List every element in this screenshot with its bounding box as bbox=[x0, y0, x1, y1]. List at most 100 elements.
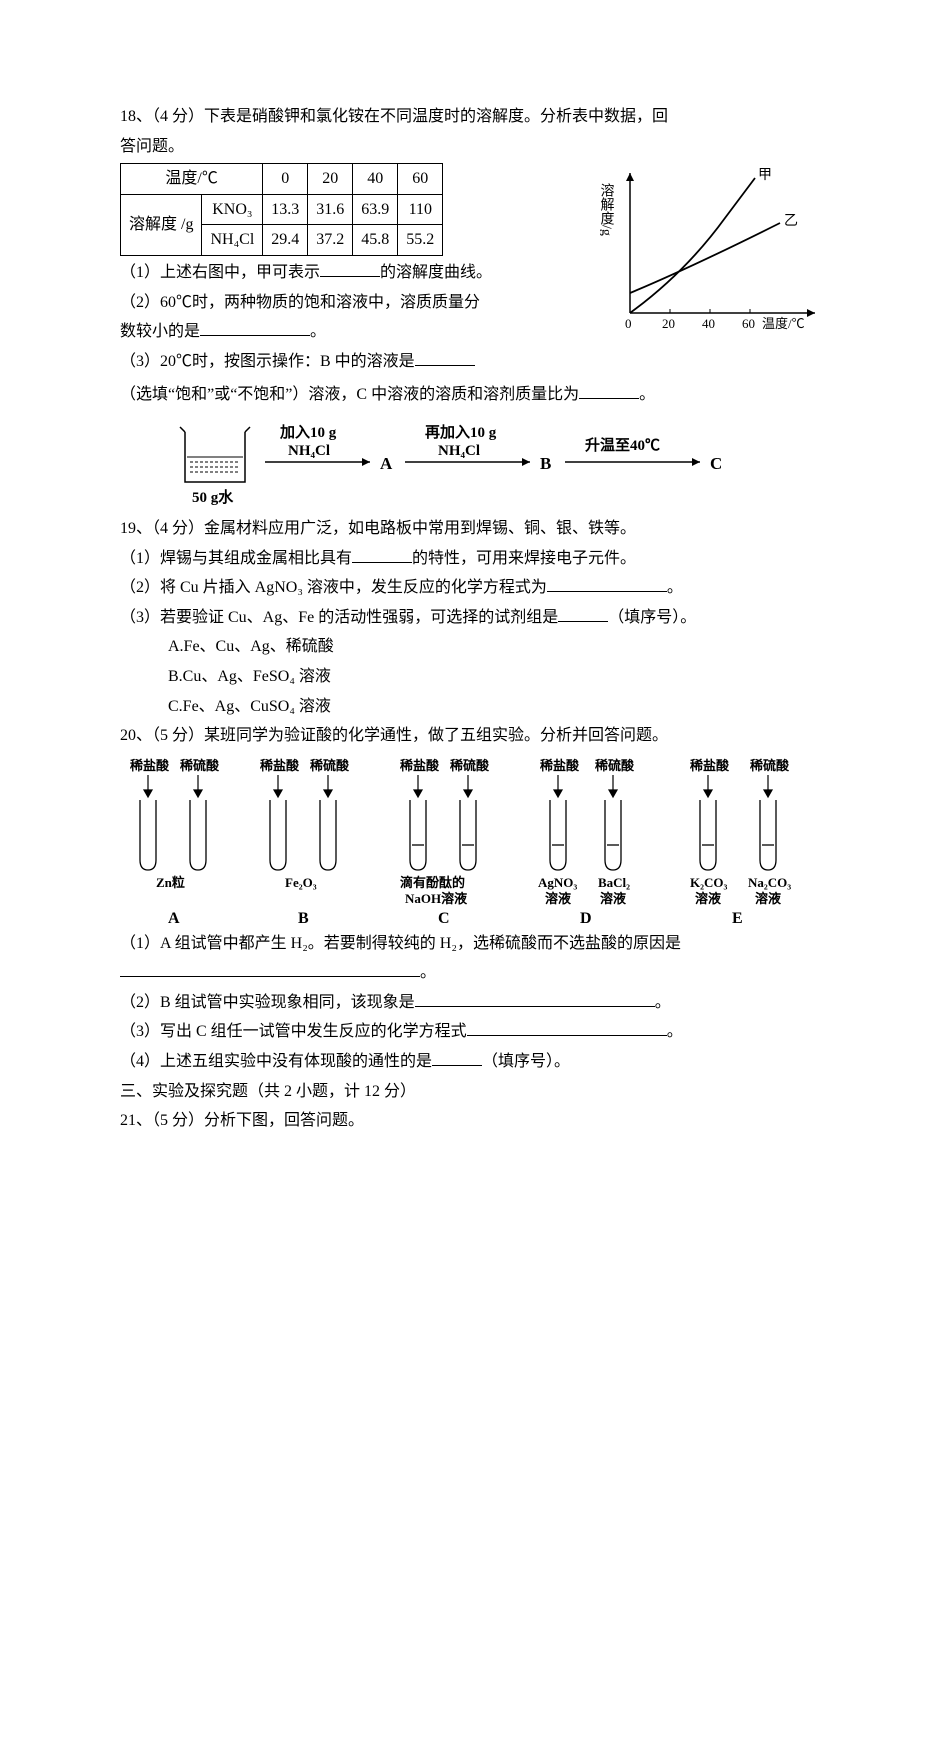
q19-p1: （1）焊锡与其组成金属相比具有 的特性，可用来焊接电子元件。 bbox=[120, 546, 830, 572]
temp-0: 0 bbox=[263, 164, 308, 195]
q21-intro: 21、（5 分）分析下图，回答问题。 bbox=[120, 1108, 830, 1134]
q20-p3-a: （3）写出 C 组任一试管中发生反应的化学方程式 bbox=[120, 1023, 467, 1040]
tl-1: 稀硫酸 bbox=[180, 758, 220, 773]
line-yi: 乙 bbox=[784, 213, 798, 229]
q19-p1-a: （1）焊锡与其组成金属相比具有 bbox=[120, 550, 352, 567]
blank bbox=[415, 1006, 655, 1007]
q18-intro-a: 18、（4 分）下表是硝酸钾和氯化铵在不同温度时的溶解度。分析表中数据，回 bbox=[120, 104, 830, 130]
blank bbox=[467, 1035, 667, 1036]
q18-p3-b: （选填“饱和”或“不饱和”）溶液，C 中溶液的溶质和溶剂质量比为 bbox=[120, 386, 579, 403]
q19-optB: B.Cu、Ag、FeSO₄ 溶液 bbox=[120, 664, 830, 690]
tl-8: 稀盐酸 bbox=[690, 758, 730, 773]
q19-p3-b: （填序号）。 bbox=[608, 609, 696, 626]
nh4cl-0: 29.4 bbox=[263, 225, 308, 256]
temp-1: 20 bbox=[308, 164, 353, 195]
q18-p2-c: 。 bbox=[310, 323, 326, 340]
blank bbox=[558, 621, 608, 622]
sub-kno3: KNO₃ bbox=[202, 194, 263, 225]
xtick-1: 20 bbox=[662, 316, 675, 331]
q20-p2-b: 。 bbox=[655, 994, 671, 1011]
q18-p2-b: 数较小的是 bbox=[120, 323, 200, 340]
solubility-table: 温度/℃ 0 20 40 60 溶解度 /g KNO₃ 13.3 31.6 63… bbox=[120, 163, 443, 256]
q20-p2: （2）B 组试管中实验现象相同，该现象是 。 bbox=[120, 990, 830, 1016]
bl-6b: 溶液 bbox=[755, 891, 781, 906]
flow-a2t: 再加入10 g bbox=[425, 424, 497, 441]
q18-body: 温度/℃ 0 20 40 60 溶解度 /g KNO₃ 13.3 31.6 63… bbox=[120, 163, 830, 378]
table-header-temp: 温度/℃ bbox=[121, 164, 263, 195]
q18-p1-a: （1）上述右图中，甲可表示 bbox=[120, 264, 320, 281]
flow-diagram: 50 g水 加入10 g NH₄Cl A 再加入10 g NH₄Cl B 升温至… bbox=[170, 412, 850, 512]
q18-p2-line2: 数较小的是 。 bbox=[120, 319, 600, 345]
sub-nh4cl: NH₄Cl bbox=[202, 225, 263, 256]
q20-p2-a: （2）B 组试管中实验现象相同，该现象是 bbox=[120, 994, 415, 1011]
bl-5a: K₂CO₃ bbox=[690, 875, 728, 890]
tl-0: 稀盐酸 bbox=[130, 758, 170, 773]
gl-A: A bbox=[168, 910, 180, 925]
arrow-down-icon bbox=[144, 775, 152, 797]
gl-D: D bbox=[580, 910, 592, 925]
q19-optC: C.Fe、Ag、CuSO₄ 溶液 bbox=[120, 694, 830, 720]
experiment-diagram: 稀盐酸 稀硫酸 稀盐酸 稀硫酸 稀盐酸 稀硫酸 稀盐酸 稀硫酸 稀盐酸 稀硫酸 bbox=[120, 755, 830, 925]
xtick-3: 60 bbox=[742, 316, 755, 331]
gl-E: E bbox=[732, 910, 743, 925]
bl-4b: 溶液 bbox=[600, 891, 626, 906]
bl-0: Zn粒 bbox=[156, 875, 185, 890]
row-label: 溶解度 /g bbox=[121, 194, 202, 255]
q20-intro: 20、（5 分）某班同学为验证酸的化学通性，做了五组实验。分析并回答问题。 bbox=[120, 723, 830, 749]
flow-A: A bbox=[380, 454, 393, 473]
blank bbox=[352, 562, 412, 563]
bl-6a: Na₂CO₃ bbox=[748, 875, 791, 890]
kno3-1: 31.6 bbox=[308, 194, 353, 225]
blank bbox=[120, 976, 420, 977]
temp-2: 40 bbox=[353, 164, 398, 195]
q20-p1-b: 。 bbox=[420, 964, 436, 981]
gl-C: C bbox=[438, 910, 450, 925]
q19-intro: 19、（4 分）金属材料应用广泛，如电路板中常用到焊锡、铜、银、铁等。 bbox=[120, 516, 830, 542]
q19-p2: （2）将 Cu 片插入 AgNO₃ 溶液中，发生反应的化学方程式为 。 bbox=[120, 575, 830, 601]
q18-p3-c: 。 bbox=[639, 386, 655, 403]
tl-2: 稀盐酸 bbox=[260, 758, 300, 773]
gl-B: B bbox=[298, 910, 309, 925]
question-19: 19、（4 分）金属材料应用广泛，如电路板中常用到焊锡、铜、银、铁等。 （1）焊… bbox=[120, 516, 830, 719]
nh4cl-2: 45.8 bbox=[353, 225, 398, 256]
q20-p1-blank: 。 bbox=[120, 960, 830, 986]
blank bbox=[547, 591, 667, 592]
q19-p3: （3）若要验证 Cu、Ag、Fe 的活动性强弱，可选择的试剂组是（填序号）。 bbox=[120, 605, 830, 631]
bl-1: Fe₂O₃ bbox=[285, 875, 317, 890]
tl-4: 稀盐酸 bbox=[400, 758, 440, 773]
blank bbox=[200, 335, 310, 336]
flow-C: C bbox=[710, 454, 722, 473]
q20-p4-b: （填序号）。 bbox=[482, 1053, 570, 1070]
q20-p3-b: 。 bbox=[667, 1023, 683, 1040]
xtick-2: 40 bbox=[702, 316, 715, 331]
q18-p3-a: （3）20℃时，按图示操作：B 中的溶液是 bbox=[120, 353, 415, 370]
q19-p2-a: （2）将 Cu 片插入 AgNO₃ 溶液中，发生反应的化学方程式为 bbox=[120, 579, 547, 596]
q19-optA: A.Fe、Cu、Ag、稀硫酸 bbox=[120, 634, 830, 660]
question-18: 18、（4 分）下表是硝酸钾和氯化铵在不同温度时的溶解度。分析表中数据，回 答问… bbox=[120, 104, 830, 512]
y-label: 溶解度/g bbox=[600, 183, 615, 236]
nh4cl-3: 55.2 bbox=[398, 225, 443, 256]
flow-a1b: NH₄Cl bbox=[288, 443, 330, 459]
q19-p1-b: 的特性，可用来焊接电子元件。 bbox=[412, 550, 636, 567]
q18-p3-line1: （3）20℃时，按图示操作：B 中的溶液是 bbox=[120, 349, 600, 375]
tl-6: 稀盐酸 bbox=[540, 758, 580, 773]
kno3-0: 13.3 bbox=[263, 194, 308, 225]
q19-p2-b: 。 bbox=[667, 579, 683, 596]
bl-4a: BaCl₂ bbox=[598, 875, 630, 890]
question-20: 20、（5 分）某班同学为验证酸的化学通性，做了五组实验。分析并回答问题。 稀盐… bbox=[120, 723, 830, 1075]
q20-p3: （3）写出 C 组任一试管中发生反应的化学方程式 。 bbox=[120, 1019, 830, 1045]
q20-p4-a: （4）上述五组实验中没有体现酸的通性的是 bbox=[120, 1053, 432, 1070]
nh4cl-1: 37.2 bbox=[308, 225, 353, 256]
kno3-2: 63.9 bbox=[353, 194, 398, 225]
flow-a2b: NH₄Cl bbox=[438, 443, 480, 459]
tl-7: 稀硫酸 bbox=[595, 758, 635, 773]
bl-5b: 溶液 bbox=[695, 891, 721, 906]
flow-a3: 升温至40℃ bbox=[585, 437, 660, 454]
bl-2b: NaOH溶液 bbox=[405, 891, 467, 906]
flow-water: 50 g水 bbox=[192, 488, 234, 506]
blank bbox=[415, 365, 475, 366]
blank bbox=[320, 276, 380, 277]
q20-p1: （1）A 组试管中都产生 H₂。若要制得较纯的 H₂，选稀硫酸而不选盐酸的原因是 bbox=[120, 931, 830, 957]
kno3-3: 110 bbox=[398, 194, 443, 225]
xtick-0: 0 bbox=[625, 316, 632, 331]
